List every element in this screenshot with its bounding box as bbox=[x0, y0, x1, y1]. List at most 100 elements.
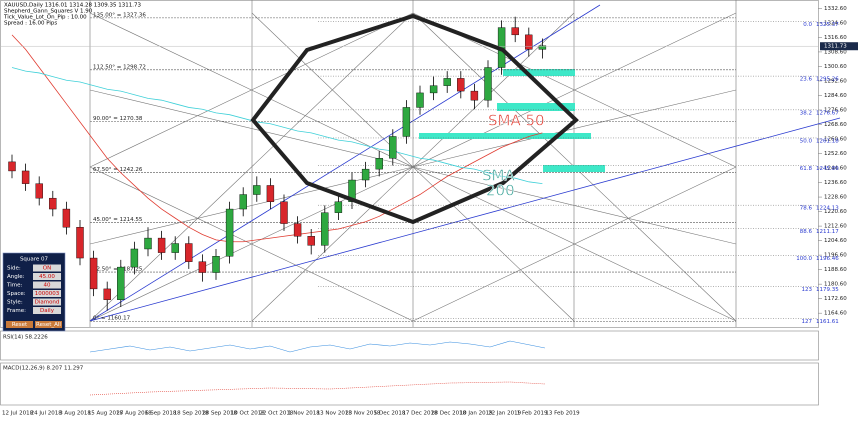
fib-ratio: 78.6 bbox=[800, 206, 813, 212]
panel-button-label[interactable]: Reset bbox=[12, 322, 28, 328]
x-tick-label: 15 Aug 2018 bbox=[88, 411, 124, 417]
panel-field bbox=[33, 290, 61, 297]
x-tick-label: 1 Feb 2019 bbox=[517, 411, 548, 417]
y-tick-label: 1244.60 bbox=[824, 166, 847, 172]
y-tick-label: 1188.60 bbox=[824, 267, 847, 273]
candle-body bbox=[375, 158, 383, 170]
candle-body bbox=[280, 201, 288, 224]
x-tick-label: 22 Jan 2019 bbox=[488, 411, 521, 417]
rsi-label: RSI(14) 58.2226 bbox=[3, 335, 48, 341]
panel-value: Daily bbox=[40, 308, 55, 314]
fib-ratio: 123 bbox=[802, 287, 813, 293]
candle-body bbox=[225, 208, 234, 257]
panel-key: Frame: bbox=[7, 308, 26, 314]
panel-value: 40 bbox=[44, 283, 51, 289]
y-tick-label: 1332.60 bbox=[824, 6, 847, 12]
fib-value: 1224.13 bbox=[816, 206, 839, 212]
sma50-annotation: SMA 50 bbox=[488, 112, 545, 130]
y-tick-label: 1172.60 bbox=[824, 296, 847, 302]
y-tick-label: 1276.60 bbox=[824, 107, 847, 113]
candle-body bbox=[429, 85, 438, 94]
macd-frame bbox=[0, 362, 819, 406]
x-tick-label: 1 Nov 2018 bbox=[288, 411, 320, 417]
y-tick-label: 1204.60 bbox=[824, 238, 847, 244]
candle-body bbox=[511, 27, 519, 36]
fib-ratio: 88.6 bbox=[800, 229, 813, 235]
x-tick-label: 10 Jan 2019 bbox=[460, 411, 493, 417]
candle-body bbox=[402, 107, 411, 137]
gann-level-label: 0° = 1160.17 bbox=[93, 316, 131, 322]
panel-field bbox=[33, 273, 61, 280]
rsi-trace bbox=[89, 340, 546, 353]
x-tick-label: 28 Dec 2018 bbox=[431, 411, 467, 417]
indicator-name: Shepherd_Gann_Squares V 1.90 bbox=[4, 9, 93, 15]
rsi-frame bbox=[0, 330, 819, 361]
y-tick-label: 1164.60 bbox=[824, 311, 847, 317]
panel-value: 1000003 bbox=[35, 291, 60, 297]
gann-level-label: 135.00° = 1327.36 bbox=[93, 12, 146, 18]
x-tick-label: 3 Aug 2018 bbox=[59, 411, 91, 417]
panel-button[interactable] bbox=[35, 321, 62, 328]
candle-body bbox=[198, 261, 207, 273]
y-tick-label: 1268.60 bbox=[824, 122, 847, 128]
trend-lines bbox=[89, 4, 841, 322]
candle-body bbox=[171, 243, 179, 253]
candle-body bbox=[484, 67, 492, 101]
candle-body bbox=[49, 197, 57, 210]
y-tick-label: 1292.60 bbox=[824, 78, 847, 84]
fib-ratio: 23.6 bbox=[800, 77, 813, 83]
candle-body bbox=[62, 208, 71, 228]
fib-value: 1211.17 bbox=[816, 229, 839, 235]
current-price-label: 1311.73 bbox=[824, 44, 847, 50]
candle-body bbox=[348, 179, 356, 202]
candle-body bbox=[157, 237, 166, 253]
sma200-annotation: SMA bbox=[482, 167, 515, 185]
x-tick-label: 18 Sep 2018 bbox=[174, 411, 209, 417]
panel-field bbox=[33, 298, 61, 306]
candle-body bbox=[334, 201, 343, 213]
panel-value: ON bbox=[43, 266, 51, 272]
y-tick-label: 1260.60 bbox=[824, 137, 847, 143]
candle-body bbox=[443, 78, 451, 86]
candle-body bbox=[130, 248, 139, 268]
y-tick-label: 1284.60 bbox=[824, 93, 847, 99]
candle-body bbox=[89, 257, 98, 290]
fib-value: 1179.35 bbox=[816, 287, 839, 293]
x-tick-label: 13 Feb 2019 bbox=[545, 411, 580, 417]
candle-body bbox=[293, 223, 302, 237]
panel-button[interactable] bbox=[6, 321, 33, 328]
fib-ratio: 50.0 bbox=[800, 138, 813, 144]
candle-body bbox=[239, 194, 247, 210]
y-tick-label: 1220.60 bbox=[824, 209, 847, 215]
panel-key: Side: bbox=[7, 266, 21, 272]
x-tick-label: 10 Oct 2018 bbox=[231, 411, 266, 417]
panel-value: Diamond bbox=[35, 300, 60, 306]
candle-body bbox=[266, 185, 275, 202]
x-tick-label: 17 Dec 2018 bbox=[402, 411, 438, 417]
panel-key: Time: bbox=[6, 283, 22, 289]
fib-ratio: 100.0 bbox=[796, 256, 812, 262]
candle-body bbox=[21, 170, 30, 184]
spread: Spread : 16.00 Pips bbox=[4, 21, 57, 27]
y-tick-label: 1180.60 bbox=[824, 282, 847, 288]
panel-field bbox=[33, 307, 61, 314]
y-tick-label: 1300.60 bbox=[824, 64, 847, 70]
candle-body bbox=[144, 237, 152, 250]
candle-body bbox=[35, 183, 43, 199]
candle-body bbox=[253, 185, 261, 195]
gann-level-label: 112.50° = 1298.72 bbox=[93, 64, 146, 70]
candle-body bbox=[470, 90, 479, 101]
candle-body bbox=[185, 243, 193, 262]
panel-key: Space: bbox=[7, 291, 26, 297]
candle-body bbox=[117, 266, 125, 300]
x-tick-label: 23 Nov 2018 bbox=[345, 411, 381, 417]
panel-button-label[interactable]: Reset_All bbox=[36, 322, 61, 328]
x-tick-label: 5 Dec 2018 bbox=[374, 411, 406, 417]
candle-body bbox=[8, 161, 16, 172]
candle-body bbox=[389, 136, 397, 159]
x-tick-label: 28 Sep 2018 bbox=[202, 411, 237, 417]
fib-value: 1261.18 bbox=[816, 138, 839, 144]
zones bbox=[419, 69, 605, 172]
